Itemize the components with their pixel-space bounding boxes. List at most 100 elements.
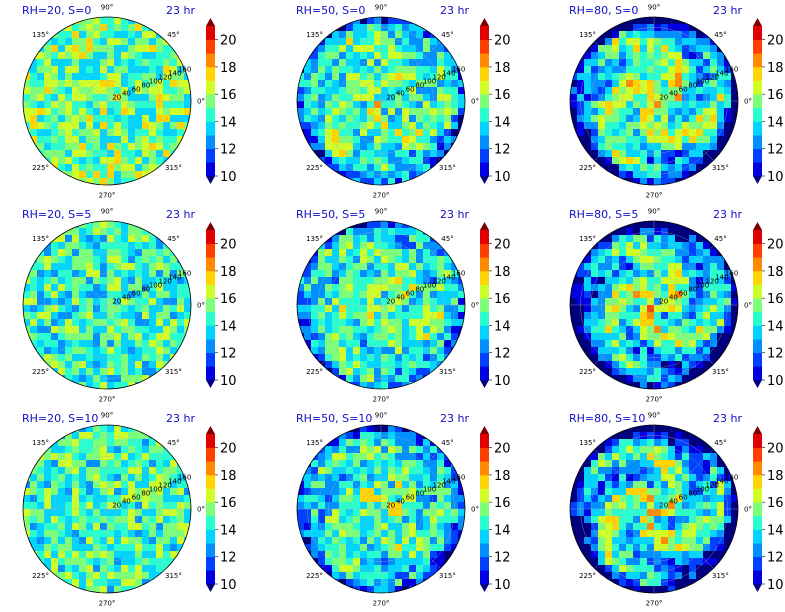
field-cell: [79, 439, 87, 447]
field-cell: [114, 221, 122, 229]
radial-tick-label: 100: [149, 281, 162, 289]
polar-frame: [296, 220, 466, 390]
angle-tick-label: 45°: [714, 235, 726, 243]
field-cell: [149, 537, 157, 545]
field-cell: [710, 333, 718, 341]
field-cell: [93, 488, 101, 496]
field-cell: [675, 347, 683, 355]
radial-tick-label: 60: [132, 289, 141, 297]
field-cell: [51, 108, 59, 116]
field-cell: [128, 298, 136, 306]
field-cell: [682, 24, 690, 32]
panel-time-label: 23 hr: [713, 412, 742, 425]
field-cell: [93, 45, 101, 53]
field-cell: [339, 66, 347, 74]
field-cell: [311, 488, 319, 496]
field-cell: [388, 558, 396, 566]
angle-tick-label: 135°: [306, 439, 323, 447]
field-cell: [367, 425, 375, 433]
field-cell: [304, 277, 312, 285]
field-cell: [619, 242, 627, 250]
field-cell: [458, 87, 465, 95]
field-cell: [409, 73, 417, 81]
field-cell: [724, 298, 732, 306]
field-cell: [598, 284, 606, 292]
field-cell: [710, 129, 718, 137]
field-cell: [689, 256, 697, 264]
field-cell: [430, 129, 438, 137]
field-cell: [388, 24, 396, 32]
field-cell: [72, 516, 80, 524]
field-cell: [381, 347, 389, 355]
field-cell: [710, 115, 718, 123]
field-cell: [675, 101, 683, 109]
field-cell: [402, 502, 410, 510]
field-cell: [128, 558, 136, 566]
field-cell: [675, 333, 683, 341]
field-cell: [605, 474, 613, 482]
field-cell: [430, 270, 438, 278]
field-cell: [451, 312, 459, 320]
field-cell: [570, 284, 578, 292]
field-cell: [121, 551, 129, 559]
field-cell: [612, 164, 620, 172]
field-cell: [374, 143, 382, 151]
field-cell: [633, 572, 641, 580]
field-cell: [72, 530, 80, 538]
field-cell: [395, 460, 403, 468]
field-cell: [156, 509, 164, 517]
field-cell: [107, 347, 115, 355]
field-cell: [395, 488, 403, 496]
field-cell: [654, 516, 662, 524]
field-cell: [100, 481, 108, 489]
field-cell: [395, 453, 403, 461]
field-cell: [37, 291, 45, 299]
field-cell: [612, 270, 620, 278]
field-cell: [605, 319, 613, 327]
field-cell: [318, 73, 326, 81]
field-cell: [93, 523, 101, 531]
field-cell: [402, 565, 410, 573]
field-cell: [44, 305, 52, 313]
field-cell: [149, 565, 157, 573]
field-cell: [668, 453, 676, 461]
field-cell: [177, 340, 185, 348]
field-cell: [612, 101, 620, 109]
colorbar-swatch: [480, 325, 489, 340]
field-cell: [374, 31, 382, 39]
field-cell: [65, 347, 73, 355]
field-cell: [72, 537, 80, 545]
field-cell: [304, 488, 312, 496]
field-cell: [717, 129, 725, 137]
field-cell: [682, 298, 690, 306]
field-cell: [156, 551, 164, 559]
field-cell: [437, 277, 445, 285]
field-cell: [416, 298, 424, 306]
field-cell: [416, 45, 424, 53]
field-cell: [58, 453, 66, 461]
field-cell: [437, 460, 445, 468]
field-cell: [612, 291, 620, 299]
colorbar-extend-min: [480, 176, 489, 184]
field-cell: [409, 284, 417, 292]
field-cell: [416, 66, 424, 74]
field-cell: [381, 495, 389, 503]
field-cell: [51, 256, 59, 264]
field-cell: [381, 375, 389, 383]
field-cell: [570, 108, 578, 116]
field-cell: [626, 164, 634, 172]
field-cell: [135, 235, 143, 243]
field-cell: [395, 291, 403, 299]
field-cell: [304, 537, 312, 545]
field-cell: [633, 143, 641, 151]
field-cell: [114, 368, 122, 376]
field-cell: [605, 509, 613, 517]
field-cell: [170, 460, 178, 468]
field-cell: [633, 565, 641, 573]
field-cell: [65, 565, 73, 573]
field-cell: [23, 80, 31, 88]
field-cell: [72, 115, 80, 123]
colorbar-swatch: [206, 570, 215, 585]
field-cell: [121, 284, 129, 292]
field-cell: [332, 340, 340, 348]
